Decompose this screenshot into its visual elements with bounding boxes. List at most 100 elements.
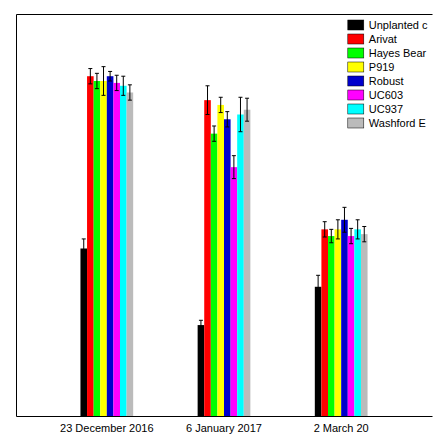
legend-item: Hayes Bear xyxy=(348,47,427,59)
x-axis-line xyxy=(17,416,433,417)
error-bar xyxy=(108,71,112,81)
bar-series xyxy=(100,81,341,416)
legend-item: UC937 xyxy=(348,103,403,115)
bar xyxy=(100,81,107,416)
bar xyxy=(341,220,348,416)
error-bar xyxy=(232,156,236,179)
error-bar xyxy=(82,239,86,258)
x-axis: 23 December 2016 6 January 2017 2 March 20 xyxy=(17,416,433,434)
legend-label: P919 xyxy=(369,61,395,73)
x-tick: 2 March 20 xyxy=(314,416,369,434)
error-bars xyxy=(88,69,326,237)
chart-svg: 23 December 2016 6 January 2017 2 March 20… xyxy=(0,0,446,446)
error-bar xyxy=(121,76,125,95)
bar xyxy=(80,249,87,417)
y-axis-line xyxy=(16,15,17,417)
x-tick-label: 23 December 2016 xyxy=(60,422,154,434)
bar-series xyxy=(107,76,348,416)
error-bar xyxy=(88,69,92,84)
error-bars xyxy=(95,73,333,242)
error-bar xyxy=(199,320,203,330)
y-axis xyxy=(16,15,17,417)
bar-series xyxy=(94,81,335,416)
error-bar xyxy=(115,75,119,90)
error-bar xyxy=(316,275,320,298)
error-bar xyxy=(206,86,210,115)
bar xyxy=(328,236,335,416)
error-bar xyxy=(349,228,353,243)
bar xyxy=(107,76,114,416)
legend-label: Unplanted c xyxy=(369,19,428,31)
bar xyxy=(113,83,120,416)
error-bar xyxy=(336,220,340,239)
bar xyxy=(231,167,238,416)
bar xyxy=(237,115,244,417)
legend-label: Arivat xyxy=(369,33,397,45)
top-frame-line xyxy=(17,14,433,15)
top-frame xyxy=(17,14,433,15)
bar-series xyxy=(87,76,328,416)
bar xyxy=(315,287,322,416)
legend-swatch xyxy=(348,104,364,114)
error-bar xyxy=(225,112,229,127)
bar xyxy=(348,236,355,416)
legend-swatch xyxy=(348,34,364,44)
error-bar xyxy=(362,226,366,241)
bar xyxy=(120,86,127,416)
bar xyxy=(354,229,361,416)
bar-series xyxy=(120,86,361,416)
error-bar xyxy=(95,73,99,88)
legend-label: Hayes Bear xyxy=(369,47,427,59)
legend-swatch xyxy=(348,48,364,58)
legend-item: Washford E xyxy=(348,117,426,129)
bar xyxy=(204,100,211,416)
error-bar xyxy=(219,97,223,112)
x-tick: 6 January 2017 xyxy=(186,416,262,434)
error-bar xyxy=(245,98,249,121)
error-bar xyxy=(102,67,106,96)
error-bar xyxy=(128,85,132,100)
x-tick-label: 6 January 2017 xyxy=(186,422,262,434)
x-tick-label: 2 March 20 xyxy=(314,422,369,434)
legend-label: Robust xyxy=(369,75,404,87)
legend-item: UC603 xyxy=(348,89,403,101)
legend-swatch xyxy=(348,90,364,100)
legend-swatch xyxy=(348,62,364,72)
legend-swatch xyxy=(348,118,364,128)
bar xyxy=(198,325,205,416)
legend-item: P919 xyxy=(348,61,395,73)
bars xyxy=(80,67,367,416)
error-bars xyxy=(121,76,359,239)
plot-area: 23 December 2016 6 January 2017 2 March 20… xyxy=(17,15,433,434)
error-bars xyxy=(115,75,353,243)
legend-swatch xyxy=(348,76,364,86)
bar xyxy=(224,119,231,416)
legend-label: Washford E xyxy=(369,117,426,129)
bar xyxy=(217,105,224,416)
error-bars xyxy=(82,239,320,330)
bar xyxy=(87,76,94,416)
legend: Unplanted c Arivat Hayes Bear P919 Robust UC6… xyxy=(348,19,428,129)
bar xyxy=(361,234,368,416)
bar xyxy=(211,134,218,416)
error-bars xyxy=(102,67,340,239)
error-bar xyxy=(329,229,333,242)
legend-label: UC937 xyxy=(369,103,403,115)
error-bar xyxy=(356,220,360,239)
x-tick: 23 December 2016 xyxy=(60,416,154,434)
bar-series xyxy=(113,83,354,416)
bar xyxy=(94,81,101,416)
error-bar xyxy=(342,207,346,232)
legend-item: Arivat xyxy=(348,33,397,45)
legend-item: Robust xyxy=(348,75,404,87)
chart-container: 23 December 2016 6 January 2017 2 March 20… xyxy=(0,0,446,446)
bar xyxy=(321,229,328,416)
error-bars xyxy=(108,71,346,232)
error-bar xyxy=(238,97,242,131)
legend-swatch xyxy=(348,20,364,30)
legend-label: UC603 xyxy=(369,89,403,101)
error-bars xyxy=(128,85,366,242)
error-bar xyxy=(323,222,327,237)
error-bar xyxy=(212,126,216,141)
bar xyxy=(335,229,342,416)
